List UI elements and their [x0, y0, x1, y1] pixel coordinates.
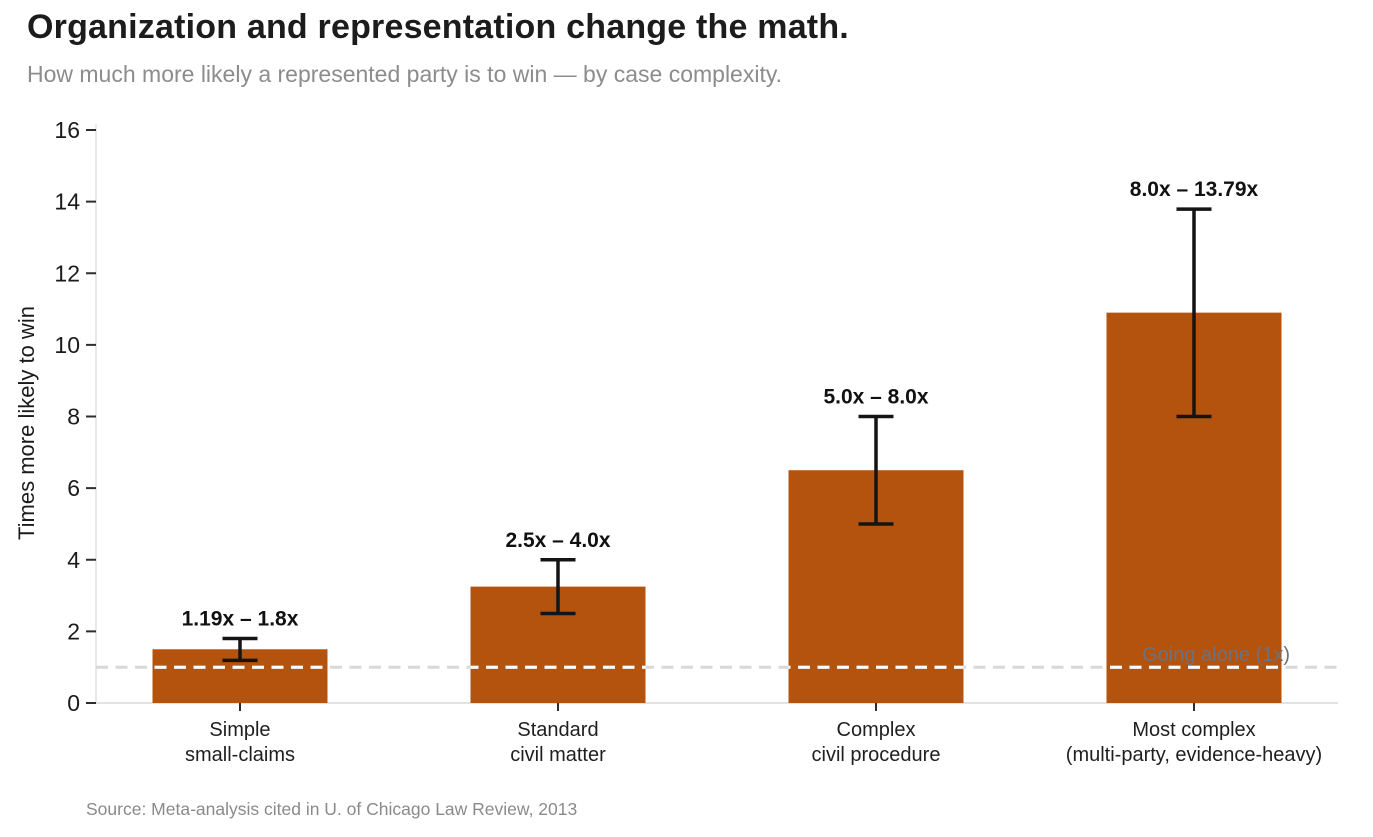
y-tick-label: 4: [67, 547, 80, 573]
range-label: 5.0x – 8.0x: [823, 386, 928, 409]
chart-subtitle: How much more likely a represented party…: [27, 61, 783, 87]
y-tick-label: 8: [67, 404, 80, 430]
range-label: 1.19x – 1.8x: [182, 608, 299, 631]
y-tick-label: 14: [54, 189, 80, 215]
category-label: Standard civil matter: [510, 719, 606, 766]
y-tick-label: 2: [67, 618, 80, 644]
source-note: Source: Meta-analysis cited in U. of Chi…: [86, 799, 578, 819]
y-tick-label: 0: [67, 690, 80, 716]
category-label: Most complex (multi-party, evidence-heavy…: [1066, 719, 1322, 766]
y-tick-label: 6: [67, 475, 80, 501]
range-label: 2.5x – 4.0x: [505, 529, 610, 552]
y-tick-label: 16: [54, 117, 80, 143]
category-label: Complex civil procedure: [812, 719, 941, 766]
y-tick-label: 10: [54, 332, 80, 358]
range-label: 8.0x – 13.79x: [1130, 178, 1259, 201]
baseline-label: Going alone (1x): [1142, 644, 1290, 666]
y-tick-label: 12: [54, 260, 80, 286]
chart-title: Organization and representation change t…: [27, 8, 849, 46]
category-label: Simple small-claims: [185, 719, 295, 766]
